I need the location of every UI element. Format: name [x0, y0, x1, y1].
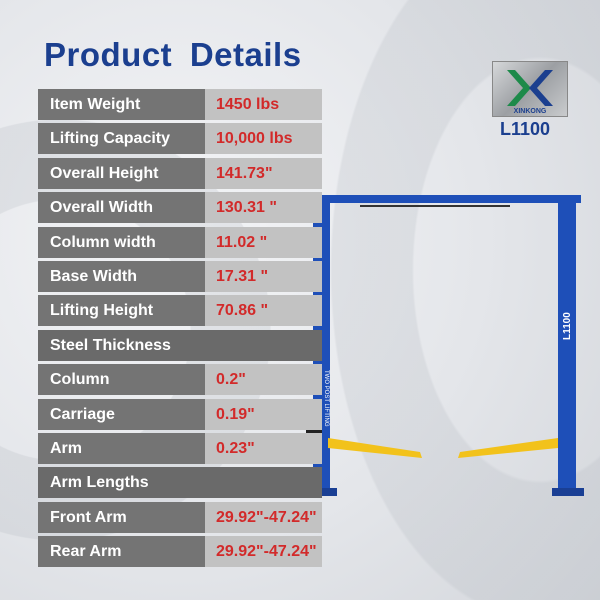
spec-row: Lifting Capacity 10,000 lbs	[38, 123, 322, 155]
spec-row: Column width 11.02 "	[38, 226, 322, 258]
spec-label: Front Arm	[38, 501, 205, 533]
spec-row: Overall Height 141.73"	[38, 157, 322, 189]
spec-row: Arm 0.23"	[38, 432, 322, 464]
spec-label: Lifting Capacity	[38, 123, 205, 155]
page-title: Product Details	[44, 36, 302, 73]
two-post-lift-image: L1100 TWO POST LIFTING	[300, 190, 585, 500]
spec-row: Overall Width 130.31 "	[38, 192, 322, 224]
spec-label: Rear Arm	[38, 536, 205, 568]
column-label-left: TWO POST LIFTING	[323, 370, 329, 427]
column-label-right: L1100	[562, 312, 573, 340]
spec-value: 141.73"	[205, 157, 322, 189]
spec-label: Arm Lengths	[38, 467, 322, 499]
spec-value: 70.86 "	[205, 295, 322, 327]
spec-value: 10,000 lbs	[205, 123, 322, 155]
model-number: L1100	[500, 119, 551, 139]
spec-label: Column width	[38, 226, 205, 258]
spec-row: Base Width 17.31 "	[38, 260, 322, 292]
spec-value: 1450 lbs	[205, 89, 322, 120]
spec-row: Lifting Height 70.86 "	[38, 295, 322, 327]
spec-value: 0.19"	[205, 398, 322, 430]
spec-value: 29.92"-47.24"	[205, 501, 322, 533]
brand-logo: XINKONG	[492, 61, 568, 117]
spec-label: Overall Width	[38, 192, 205, 224]
spec-row: Column 0.2"	[38, 364, 322, 396]
spec-value: 130.31 "	[205, 192, 322, 224]
spec-label: Arm	[38, 432, 205, 464]
spec-value: 0.2"	[205, 364, 322, 396]
logo-text: XINKONG	[514, 108, 547, 115]
spec-value: 0.23"	[205, 432, 322, 464]
spec-row: Rear Arm 29.92"-47.24"	[38, 536, 322, 568]
spec-table: Item Weight 1450 lbs Lifting Capacity 10,00…	[38, 89, 322, 570]
spec-label: Base Width	[38, 260, 205, 292]
spec-section-header: Steel Thickness	[38, 329, 322, 361]
spec-row: Carriage 0.19"	[38, 398, 322, 430]
spec-row: Item Weight 1450 lbs	[38, 89, 322, 120]
spec-row: Front Arm 29.92"-47.24"	[38, 501, 322, 533]
spec-label: Item Weight	[38, 89, 205, 120]
spec-value: 17.31 "	[205, 260, 322, 292]
spec-label: Lifting Height	[38, 295, 205, 327]
spec-section-header: Arm Lengths	[38, 467, 322, 499]
spec-label: Overall Height	[38, 157, 205, 189]
spec-value: 29.92"-47.24"	[205, 536, 322, 568]
spec-label: Steel Thickness	[38, 329, 322, 361]
spec-label: Column	[38, 364, 205, 396]
spec-label: Carriage	[38, 398, 205, 430]
spec-value: 11.02 "	[205, 226, 322, 258]
